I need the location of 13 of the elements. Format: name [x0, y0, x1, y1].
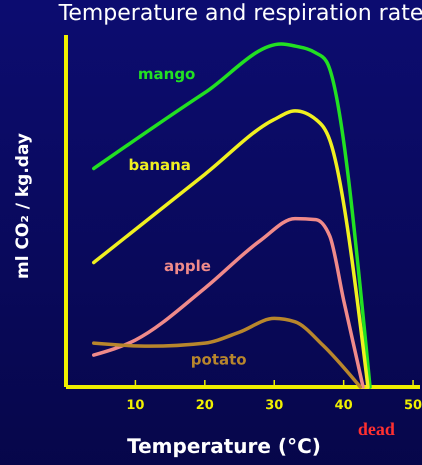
- x-tick-label: 10: [126, 398, 144, 413]
- x-tick-label: 50: [404, 398, 422, 413]
- x-axis-title: Temperature (°C): [127, 434, 321, 458]
- series-label: potato: [190, 350, 247, 369]
- annotation: dead: [358, 419, 395, 439]
- x-tick-label: 30: [265, 398, 284, 413]
- series-label: apple: [164, 257, 211, 276]
- x-tick-label: 40: [334, 398, 353, 413]
- x-tick-label: 20: [196, 398, 214, 413]
- y-axis-title: ml CO₂ / kg.day: [13, 132, 33, 280]
- series-label: banana: [128, 156, 191, 174]
- series-label: mango: [138, 64, 196, 83]
- chart-title: Temperature and respiration rate: [58, 1, 422, 26]
